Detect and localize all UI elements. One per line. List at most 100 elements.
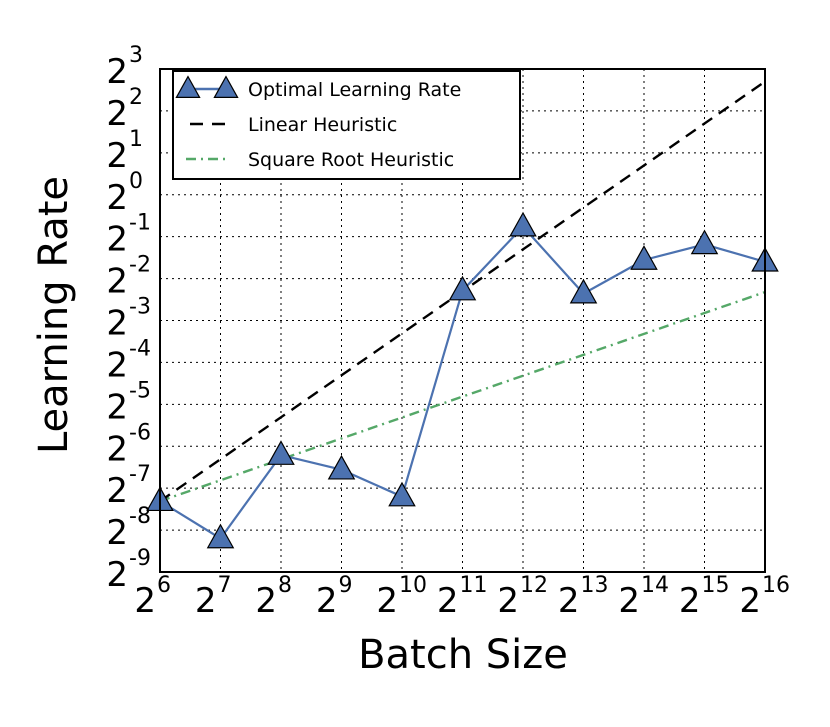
legend: Optimal Learning Rate Linear Heuristic Squ… bbox=[172, 70, 521, 180]
y-tick-base: 2 bbox=[106, 345, 128, 385]
series-line bbox=[160, 290, 765, 503]
y-tick-base: 2 bbox=[106, 136, 128, 176]
y-tick-exponent: -1 bbox=[129, 211, 151, 236]
y-tick-label: 2 -3 bbox=[106, 295, 151, 344]
plot-frame bbox=[159, 68, 766, 573]
x-tick-base: 2 bbox=[558, 581, 580, 621]
x-tick-label: 2 11 bbox=[437, 573, 488, 621]
y-tick-label: 2 -1 bbox=[106, 211, 151, 260]
x-tick-label: 2 14 bbox=[618, 573, 669, 621]
y-tick-exponent: 3 bbox=[129, 43, 143, 68]
y-tick-exponent: -2 bbox=[129, 253, 151, 278]
legend-item: Square Root Heuristic bbox=[186, 149, 454, 171]
x-tick-base: 2 bbox=[618, 581, 640, 621]
y-tick-base: 2 bbox=[106, 178, 128, 218]
y-tick-label: 2 -5 bbox=[106, 378, 151, 427]
y-tick-base: 2 bbox=[106, 94, 128, 134]
x-tick-exponent: 11 bbox=[460, 573, 488, 598]
x-tick-label: 2 12 bbox=[497, 573, 548, 621]
y-tick-label: 2 -8 bbox=[106, 504, 151, 553]
y-tick-base: 2 bbox=[106, 220, 128, 260]
legend-item: Optimal Learning Rate bbox=[175, 75, 461, 101]
x-tick-label: 2 13 bbox=[558, 573, 609, 621]
y-tick-label: 2 -2 bbox=[106, 253, 151, 302]
x-tick-exponent: 14 bbox=[641, 573, 669, 598]
y-tick-label: 2 -7 bbox=[106, 462, 151, 511]
x-tick-exponent: 10 bbox=[399, 573, 427, 598]
y-tick-base: 2 bbox=[106, 513, 128, 553]
y-tick-base: 2 bbox=[106, 555, 128, 595]
x-tick-base: 2 bbox=[376, 581, 398, 621]
x-tick-exponent: 8 bbox=[278, 573, 292, 598]
legend-label: Square Root Heuristic bbox=[248, 149, 454, 171]
x-tick-exponent: 6 bbox=[157, 573, 171, 598]
x-tick-label: 2 15 bbox=[679, 573, 730, 621]
series-layer bbox=[146, 80, 779, 549]
y-tick-exponent: -9 bbox=[129, 546, 151, 571]
legend-label: Linear Heuristic bbox=[248, 114, 397, 136]
x-tick-exponent: 13 bbox=[581, 573, 609, 598]
x-tick-exponent: 16 bbox=[762, 573, 790, 598]
legend-marker bbox=[175, 75, 201, 99]
y-tick-exponent: -5 bbox=[129, 378, 151, 403]
y-axis-ticks: 2 -92 -82 -72 -62 -52 -42 -32 -22 -12 02 12 22 3 bbox=[106, 43, 151, 595]
y-tick-exponent: -7 bbox=[129, 462, 151, 487]
series-markers bbox=[146, 211, 779, 549]
y-axis-label: Learning Rate bbox=[31, 176, 77, 454]
data-point-marker bbox=[206, 523, 235, 549]
y-tick-exponent: 1 bbox=[129, 127, 143, 152]
x-tick-base: 2 bbox=[679, 581, 701, 621]
y-tick-base: 2 bbox=[106, 52, 128, 92]
data-point-marker bbox=[327, 454, 356, 480]
y-tick-exponent: 2 bbox=[129, 85, 143, 110]
y-tick-base: 2 bbox=[106, 387, 128, 427]
legend-marker bbox=[213, 75, 239, 99]
legend-label: Optimal Learning Rate bbox=[248, 79, 461, 101]
data-point-marker bbox=[630, 245, 658, 270]
y-tick-label: 2 -6 bbox=[106, 420, 151, 469]
grid bbox=[160, 69, 765, 572]
x-tick-base: 2 bbox=[437, 581, 459, 621]
data-point-marker bbox=[569, 278, 598, 304]
y-tick-exponent: -4 bbox=[129, 336, 151, 361]
y-tick-label: 2 -9 bbox=[106, 546, 151, 595]
y-tick-base: 2 bbox=[106, 262, 128, 302]
series-square-root-heuristic bbox=[160, 290, 765, 503]
data-point-marker bbox=[388, 481, 416, 507]
y-tick-base: 2 bbox=[106, 429, 128, 469]
x-tick-label: 2 16 bbox=[739, 573, 790, 621]
x-axis-ticks: 2 6 2 7 2 8 2 9 2 10 2 11 2 12 2 13 2 14 2 15 2 16 bbox=[134, 573, 790, 621]
y-tick-label: 2 -4 bbox=[106, 336, 151, 385]
x-tick-base: 2 bbox=[134, 581, 156, 621]
x-tick-base: 2 bbox=[255, 581, 277, 621]
x-tick-base: 2 bbox=[316, 581, 338, 621]
data-point-marker bbox=[267, 440, 295, 465]
x-axis-label: Batch Size bbox=[358, 632, 568, 678]
y-tick-exponent: 0 bbox=[129, 169, 143, 194]
y-tick-exponent: -8 bbox=[129, 504, 151, 529]
legend-item: Linear Heuristic bbox=[190, 114, 397, 136]
x-tick-base: 2 bbox=[497, 581, 519, 621]
x-tick-exponent: 7 bbox=[218, 573, 232, 598]
x-tick-exponent: 15 bbox=[702, 573, 730, 598]
x-tick-exponent: 12 bbox=[520, 573, 548, 598]
y-tick-base: 2 bbox=[106, 471, 128, 511]
x-tick-base: 2 bbox=[739, 581, 761, 621]
y-tick-exponent: -6 bbox=[129, 420, 151, 445]
x-tick-exponent: 9 bbox=[339, 573, 353, 598]
data-point-marker bbox=[448, 275, 477, 301]
y-tick-base: 2 bbox=[106, 304, 128, 344]
x-tick-label: 2 10 bbox=[376, 573, 427, 621]
data-point-marker bbox=[509, 211, 537, 237]
x-tick-base: 2 bbox=[195, 581, 217, 621]
y-tick-exponent: -3 bbox=[129, 295, 151, 320]
data-point-marker bbox=[690, 229, 719, 255]
